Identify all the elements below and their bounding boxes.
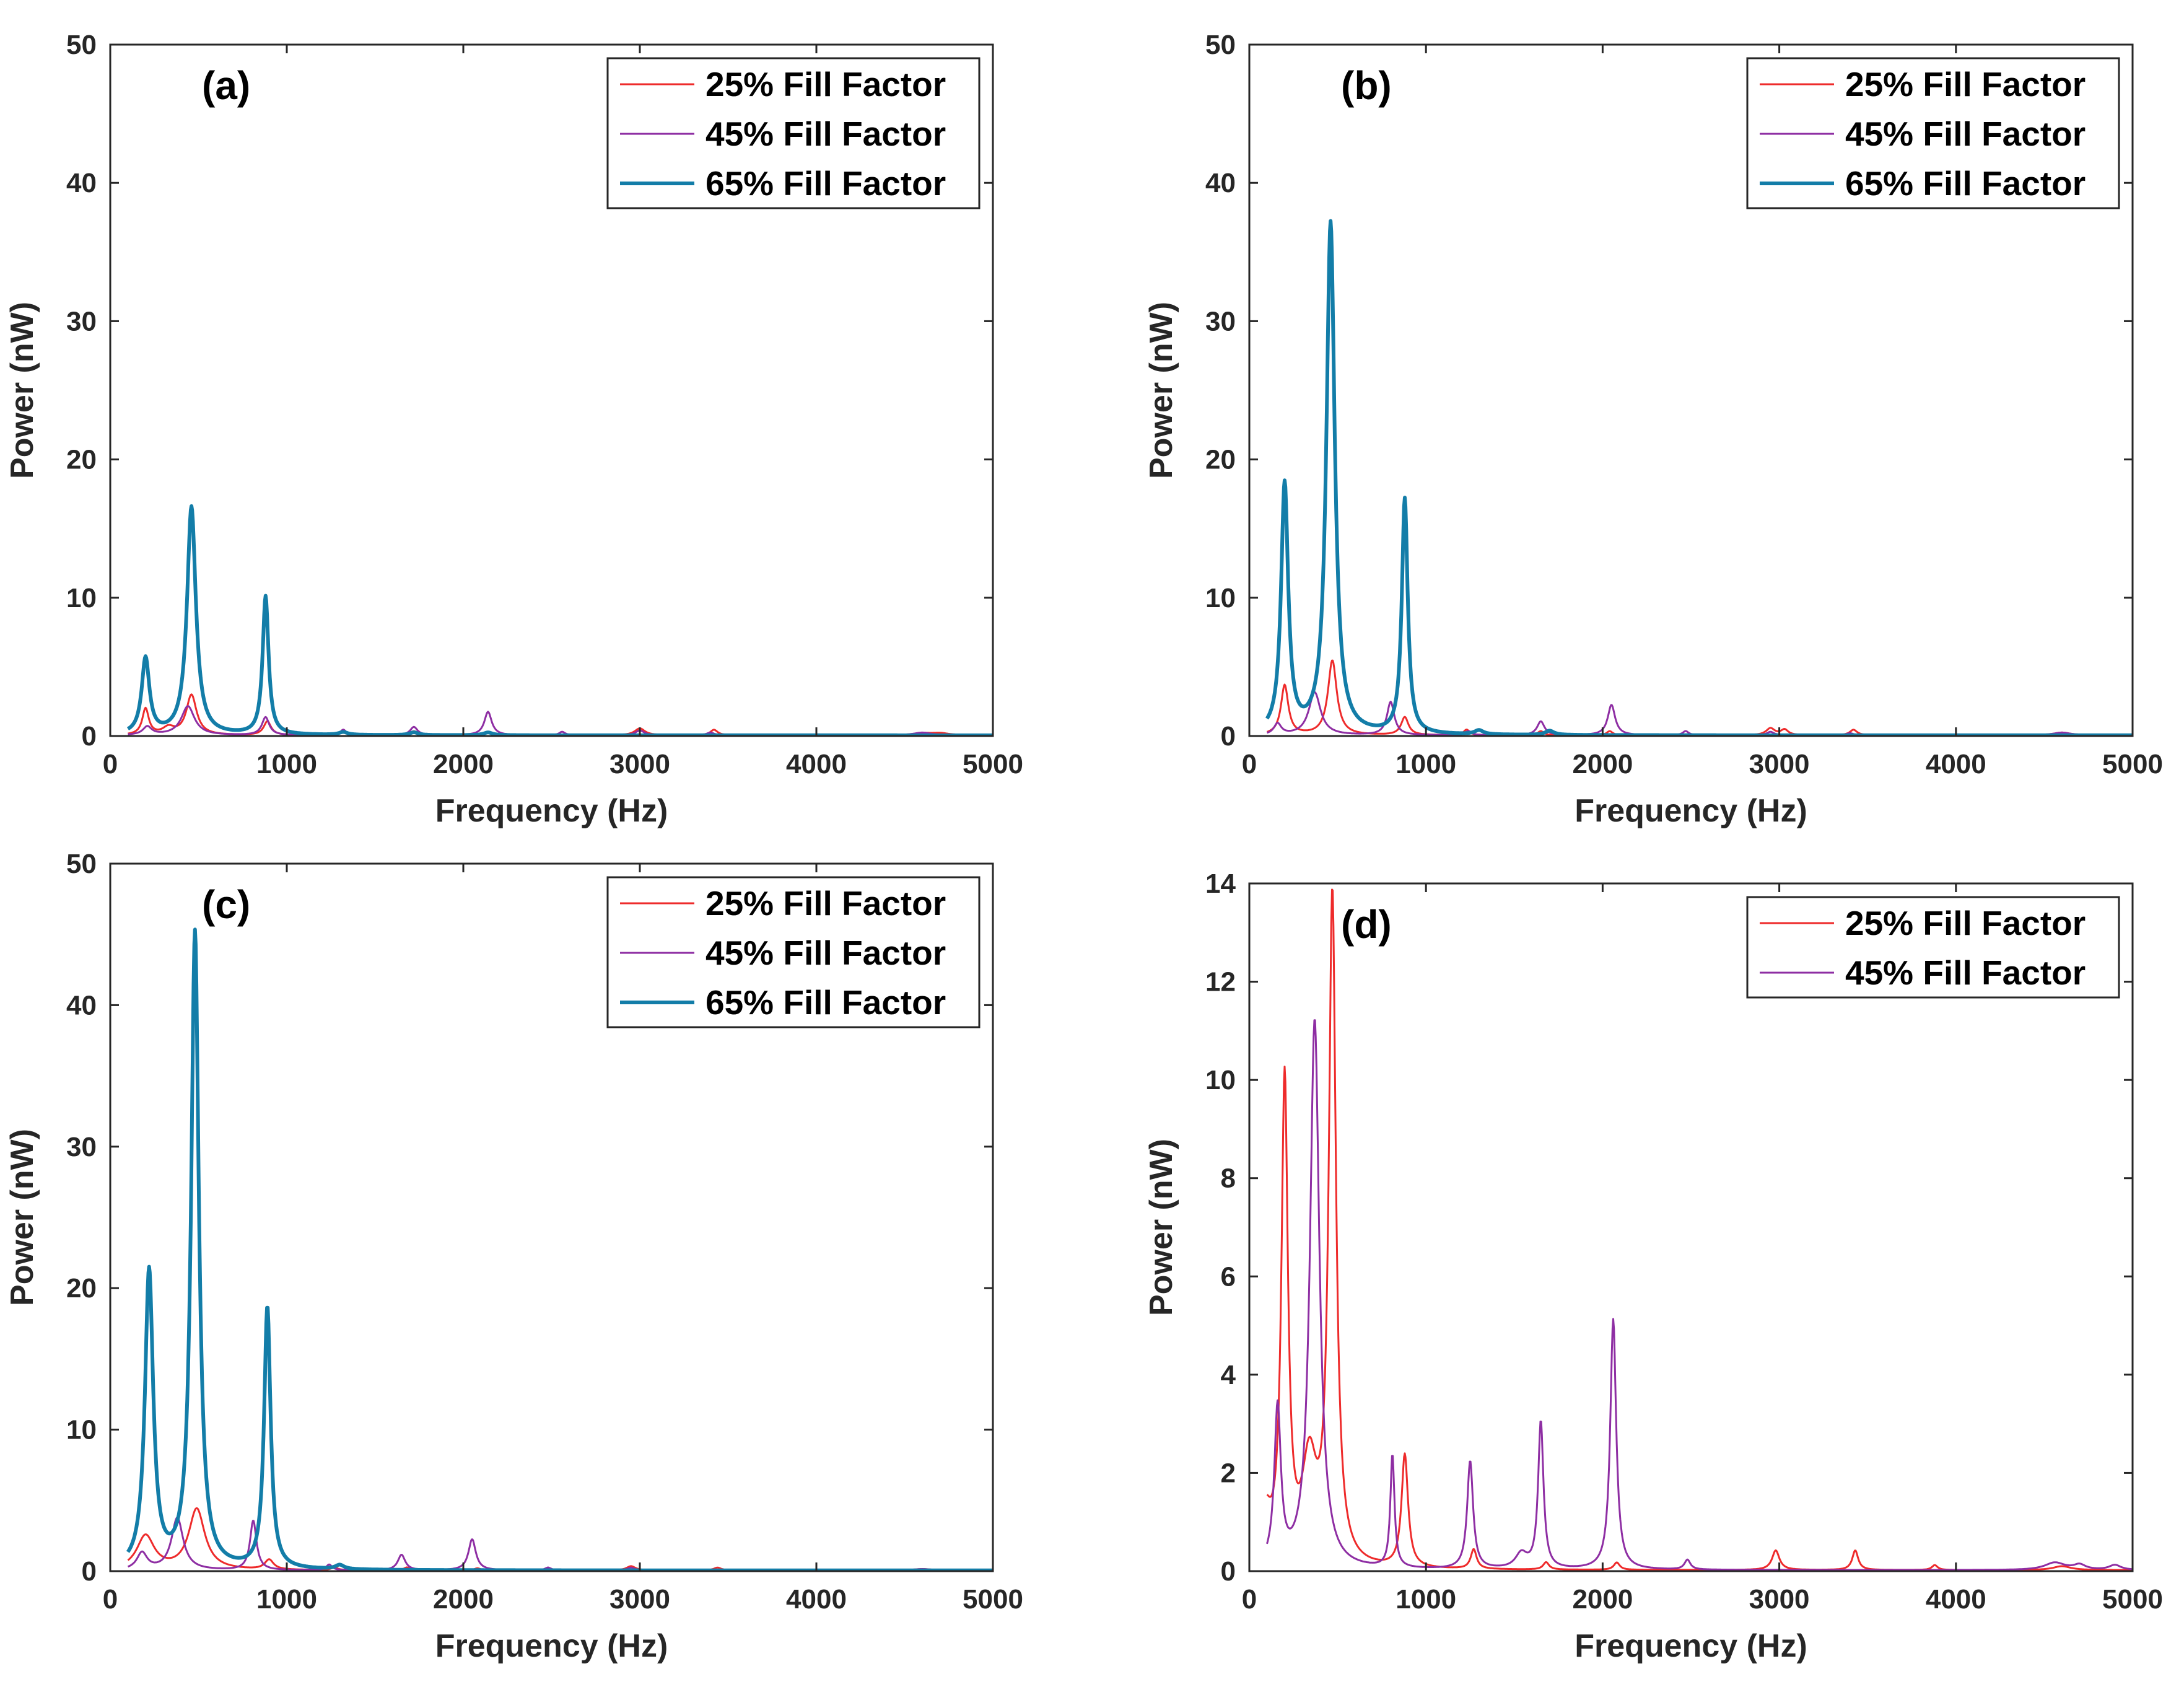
y-tick-label: 2: [1221, 1458, 1236, 1488]
chart-panel-4: 0 1000 2000 3000 4000 5000 0 2 4 6 8 10 12 14 Frequenc…: [1143, 869, 2163, 1664]
y-tick-label: 30: [1205, 306, 1236, 336]
legend: 25% Fill Factor 45% Fill Factor: [1746, 896, 2120, 999]
x-tick-label: 2000: [433, 749, 494, 779]
x-tick-label: 5000: [963, 749, 1023, 779]
legend-entry-label: 45% Fill Factor: [705, 115, 946, 153]
x-tick-label: 4000: [786, 1584, 847, 1615]
y-tick-label: 40: [1205, 168, 1236, 198]
x-tick-label: 5000: [963, 1584, 1023, 1615]
y-tick-label: 14: [1205, 869, 1236, 899]
x-tick-label: 0: [1242, 1584, 1257, 1615]
legend-entry-label: 65% Fill Factor: [1845, 164, 2086, 203]
legend-entry-label: 25% Fill Factor: [1845, 65, 2086, 103]
x-axis-label: Frequency (Hz): [435, 1628, 668, 1664]
legend-entry-label: 45% Fill Factor: [1845, 115, 2086, 153]
y-tick-label: 20: [66, 445, 97, 475]
legend-entry-label: 45% Fill Factor: [705, 934, 946, 972]
x-tick-label: 0: [103, 1584, 118, 1615]
chart-panel-1: 0 1000 2000 3000 4000 5000 0 10 20 30 40 50 Frequenc…: [4, 30, 1023, 829]
y-axis-label: Power (nW): [1143, 302, 1179, 479]
y-tick-label: 0: [82, 1556, 97, 1587]
y-tick-label: 10: [1205, 583, 1236, 613]
y-tick-label: 30: [66, 1132, 97, 1162]
x-tick-label: 4000: [786, 749, 847, 779]
x-tick-label: 1000: [1396, 749, 1456, 779]
legend: 25% Fill Factor 45% Fill Factor 65% Fill F…: [606, 57, 981, 209]
x-tick-label: 4000: [1926, 749, 1986, 779]
chart-panel-2: 0 1000 2000 3000 4000 5000 0 10 20 30 40 50 Frequenc…: [1143, 30, 2163, 829]
x-tick-label: 5000: [2102, 749, 2163, 779]
panel-label: (a): [202, 63, 250, 108]
chart-panel-3: 0 1000 2000 3000 4000 5000 0 10 20 30 40 50 Frequenc…: [4, 849, 1023, 1664]
series-line-2: [1266, 1019, 2133, 1571]
panel-label: (c): [202, 882, 250, 927]
y-tick-label: 0: [1221, 1556, 1236, 1587]
y-tick-label: 0: [1221, 721, 1236, 751]
x-tick-label: 2000: [433, 1584, 494, 1615]
legend-entry-label: 25% Fill Factor: [705, 884, 946, 922]
x-tick-label: 0: [1242, 749, 1257, 779]
panel-label: (b): [1341, 63, 1392, 108]
x-axis-label: Frequency (Hz): [1575, 793, 1807, 829]
x-tick-label: 3000: [609, 1584, 670, 1615]
y-axis-label: Power (nW): [4, 302, 40, 479]
legend-entry-label: 65% Fill Factor: [705, 983, 946, 1022]
plot-frame: [1248, 43, 2134, 737]
x-axis-label: Frequency (Hz): [1575, 1628, 1807, 1664]
x-tick-label: 1000: [256, 1584, 317, 1615]
x-tick-label: 1000: [256, 749, 317, 779]
plot-frame: [1248, 882, 2134, 1572]
legend: 25% Fill Factor 45% Fill Factor 65% Fill F…: [1746, 57, 2120, 209]
y-tick-label: 10: [1205, 1065, 1236, 1095]
x-tick-label: 2000: [1572, 749, 1633, 779]
legend-entry-label: 25% Fill Factor: [705, 65, 946, 103]
y-tick-label: 12: [1205, 967, 1236, 997]
x-tick-label: 1000: [1396, 1584, 1456, 1615]
plot-frame: [109, 43, 994, 737]
y-tick-label: 10: [66, 583, 97, 613]
legend-box: [1746, 896, 2120, 999]
y-tick-label: 20: [1205, 445, 1236, 475]
x-tick-label: 3000: [1749, 749, 1810, 779]
y-tick-label: 40: [66, 990, 97, 1020]
x-tick-label: 3000: [1749, 1584, 1810, 1615]
y-tick-label: 8: [1221, 1163, 1236, 1194]
legend-entry-label: 45% Fill Factor: [1845, 953, 2086, 992]
y-tick-label: 6: [1221, 1261, 1236, 1292]
y-tick-label: 10: [66, 1415, 97, 1445]
y-tick-label: 50: [66, 849, 97, 879]
x-tick-label: 5000: [2102, 1584, 2163, 1615]
y-tick-label: 30: [66, 306, 97, 336]
x-tick-label: 3000: [609, 749, 670, 779]
series-group: [1266, 888, 2133, 1571]
y-tick-label: 0: [82, 721, 97, 751]
y-axis-label: Power (nW): [4, 1129, 40, 1306]
y-tick-label: 4: [1221, 1360, 1236, 1390]
y-tick-label: 40: [66, 168, 97, 198]
legend-entry-label: 65% Fill Factor: [705, 164, 946, 203]
y-tick-label: 20: [66, 1273, 97, 1304]
x-tick-label: 0: [103, 749, 118, 779]
x-axis-label: Frequency (Hz): [435, 793, 668, 829]
y-tick-label: 50: [66, 30, 97, 60]
y-tick-label: 50: [1205, 30, 1236, 60]
x-tick-label: 2000: [1572, 1584, 1633, 1615]
x-tick-label: 4000: [1926, 1584, 1986, 1615]
plot-frame: [109, 862, 994, 1572]
y-axis-label: Power (nW): [1143, 1139, 1179, 1316]
legend: 25% Fill Factor 45% Fill Factor 65% Fill F…: [606, 876, 981, 1028]
legend-entry-label: 25% Fill Factor: [1845, 904, 2086, 942]
panel-label: (d): [1341, 902, 1392, 947]
